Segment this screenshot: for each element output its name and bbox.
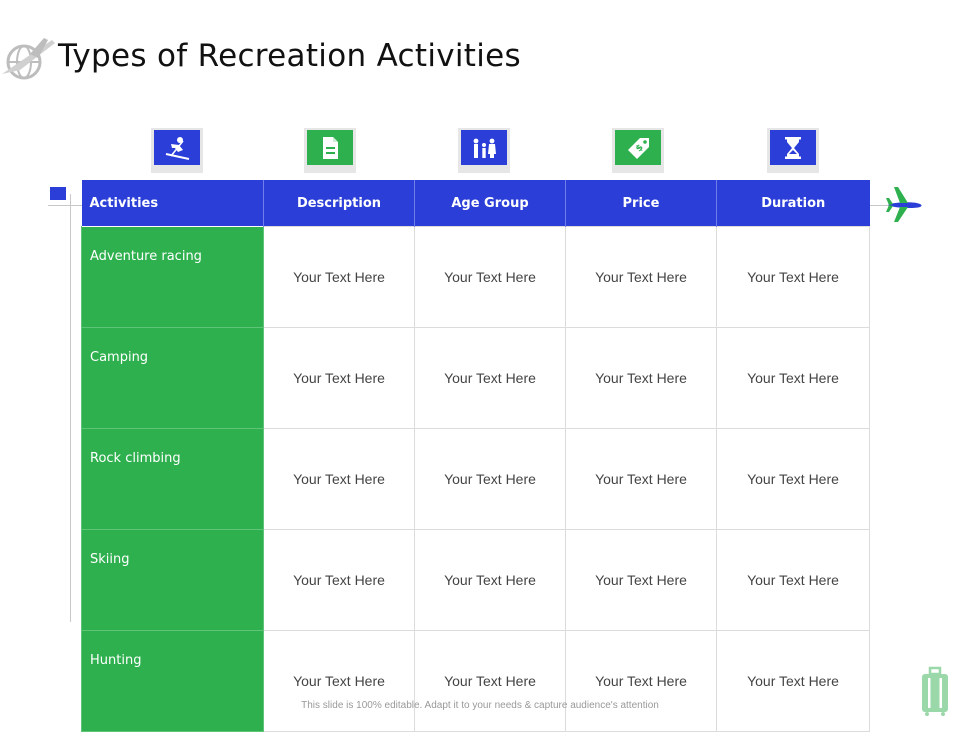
activity-name: Camping	[81, 327, 264, 429]
suitcase-icon	[922, 666, 948, 716]
skier-icon	[165, 136, 190, 160]
age-group-cell: Your Text Here	[414, 428, 566, 530]
activity-name: Rock climbing	[81, 428, 264, 530]
price-tag-icon-box: $	[612, 128, 664, 173]
table-row: Adventure racing Your Text Here Your Tex…	[81, 226, 870, 328]
svg-text:$: $	[634, 142, 646, 154]
age-group-cell: Your Text Here	[414, 529, 566, 631]
header-price: Price	[565, 180, 717, 227]
timeline-right-line	[868, 205, 890, 206]
table-row: Camping Your Text Here Your Text Here Yo…	[81, 327, 870, 429]
activity-name: Hunting	[81, 630, 264, 732]
table-row: Rock climbing Your Text Here Your Text H…	[81, 428, 870, 530]
duration-cell: Your Text Here	[716, 630, 870, 732]
age-group-cell: Your Text Here	[414, 226, 566, 328]
skier-icon-box	[151, 128, 203, 173]
price-cell: Your Text Here	[565, 630, 717, 732]
age-group-cell: Your Text Here	[414, 327, 566, 429]
price-cell: Your Text Here	[565, 529, 717, 631]
timeline-vertical-line	[70, 194, 71, 622]
globe-plane-logo-icon	[2, 38, 55, 80]
description-cell: Your Text Here	[263, 428, 415, 530]
header-duration: Duration	[716, 180, 870, 227]
activities-table: Activities Description Age Group Price D…	[81, 180, 870, 732]
page-title: Types of Recreation Activities	[58, 38, 521, 74]
blue-marker	[50, 187, 66, 200]
hourglass-icon	[785, 136, 801, 159]
document-icon-box	[304, 128, 356, 173]
family-icon	[473, 138, 496, 158]
description-cell: Your Text Here	[263, 327, 415, 429]
hourglass-icon-box	[767, 128, 819, 173]
table-header-row: Activities Description Age Group Price D…	[81, 180, 870, 227]
table-row: Skiing Your Text Here Your Text Here You…	[81, 529, 870, 631]
activity-name: Skiing	[81, 529, 264, 631]
header-age-group: Age Group	[414, 180, 566, 227]
footer-note: This slide is 100% editable. Adapt it to…	[301, 700, 659, 711]
duration-cell: Your Text Here	[716, 327, 870, 429]
table-row: Hunting Your Text Here Your Text Here Yo…	[81, 630, 870, 732]
header-activities: Activities	[81, 180, 264, 227]
price-cell: Your Text Here	[565, 327, 717, 429]
description-cell: Your Text Here	[263, 226, 415, 328]
duration-cell: Your Text Here	[716, 428, 870, 530]
description-cell: Your Text Here	[263, 630, 415, 732]
duration-cell: Your Text Here	[716, 226, 870, 328]
family-icon-box	[458, 128, 510, 173]
header-description: Description	[263, 180, 415, 227]
duration-cell: Your Text Here	[716, 529, 870, 631]
description-cell: Your Text Here	[263, 529, 415, 631]
price-cell: Your Text Here	[565, 428, 717, 530]
price-cell: Your Text Here	[565, 226, 717, 328]
activity-name: Adventure racing	[81, 226, 264, 328]
airplane-icon	[886, 187, 922, 222]
age-group-cell: Your Text Here	[414, 630, 566, 732]
document-icon	[323, 136, 338, 159]
timeline-left-line	[48, 205, 82, 206]
price-tag-icon: $	[628, 137, 649, 159]
